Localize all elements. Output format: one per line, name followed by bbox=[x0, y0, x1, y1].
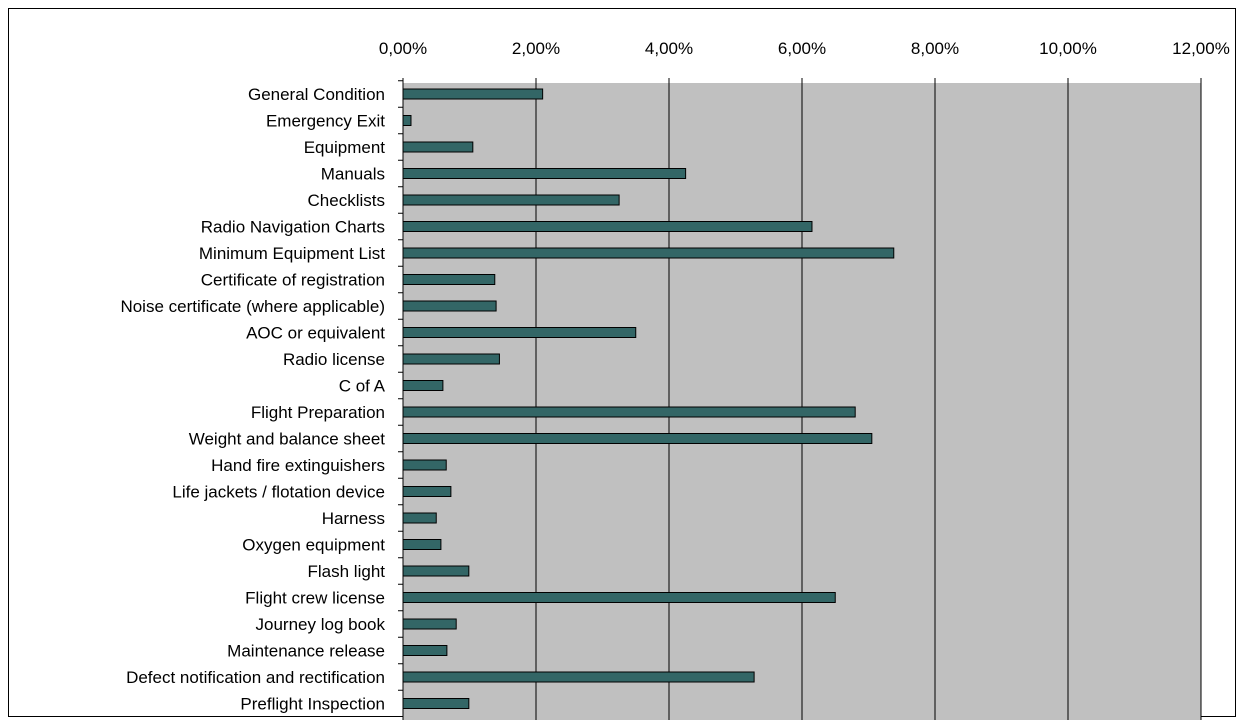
bar bbox=[402, 274, 496, 285]
bar bbox=[402, 539, 442, 550]
x-tick-label: 6,00% bbox=[778, 39, 826, 58]
x-tick-label: 10,00% bbox=[1039, 39, 1097, 58]
bar bbox=[402, 353, 500, 365]
category-label: AOC or equivalent bbox=[246, 324, 385, 343]
bar bbox=[402, 671, 755, 683]
category-label: Maintenance release bbox=[227, 642, 385, 661]
bar bbox=[402, 406, 856, 418]
category-label: Harness bbox=[322, 509, 385, 528]
category-label: Certificate of registration bbox=[201, 271, 385, 290]
category-label: Defect notification and rectification bbox=[126, 668, 385, 687]
bar bbox=[402, 645, 448, 656]
x-tick-label: 12,00% bbox=[1172, 39, 1230, 58]
category-label: Flight crew license bbox=[245, 589, 385, 608]
bar bbox=[402, 380, 444, 391]
x-tick-label: 4,00% bbox=[645, 39, 693, 58]
category-label: Life jackets / flotation device bbox=[172, 483, 385, 502]
bar bbox=[402, 486, 452, 497]
x-tick-label: 2,00% bbox=[512, 39, 560, 58]
x-tick-label: 0,00% bbox=[379, 39, 427, 58]
category-label: Flash light bbox=[308, 562, 386, 581]
bar bbox=[402, 618, 457, 630]
category-label: C of A bbox=[339, 377, 386, 396]
category-label: Emergency Exit bbox=[266, 112, 385, 131]
bar bbox=[402, 115, 412, 126]
bar bbox=[402, 327, 637, 338]
bar bbox=[402, 512, 437, 524]
bar bbox=[402, 194, 620, 206]
category-label: Hand fire extinguishers bbox=[211, 456, 385, 475]
category-label: Manuals bbox=[321, 165, 385, 184]
bar bbox=[402, 168, 687, 179]
bar bbox=[402, 459, 447, 471]
x-tick-label: 8,00% bbox=[911, 39, 959, 58]
category-label: General Condition bbox=[248, 85, 385, 104]
bar bbox=[402, 221, 813, 232]
bar bbox=[402, 247, 895, 259]
category-label: Journey log book bbox=[256, 615, 386, 634]
bar bbox=[402, 433, 873, 444]
bar bbox=[402, 698, 470, 709]
category-label: Radio Navigation Charts bbox=[201, 218, 385, 237]
bar bbox=[402, 565, 470, 577]
category-label: Noise certificate (where applicable) bbox=[120, 297, 385, 316]
category-label: Preflight Inspection bbox=[240, 695, 385, 714]
bar bbox=[402, 300, 497, 312]
category-label: Weight and balance sheet bbox=[189, 430, 386, 449]
category-label: Radio license bbox=[283, 350, 385, 369]
category-label: Oxygen equipment bbox=[242, 536, 385, 555]
bar bbox=[402, 141, 474, 153]
bar bbox=[402, 88, 544, 100]
category-label: Equipment bbox=[304, 138, 386, 157]
category-label: Checklists bbox=[308, 191, 385, 210]
bar bbox=[402, 592, 836, 603]
category-label: Flight Preparation bbox=[251, 403, 385, 422]
category-label: Minimum Equipment List bbox=[199, 244, 385, 263]
